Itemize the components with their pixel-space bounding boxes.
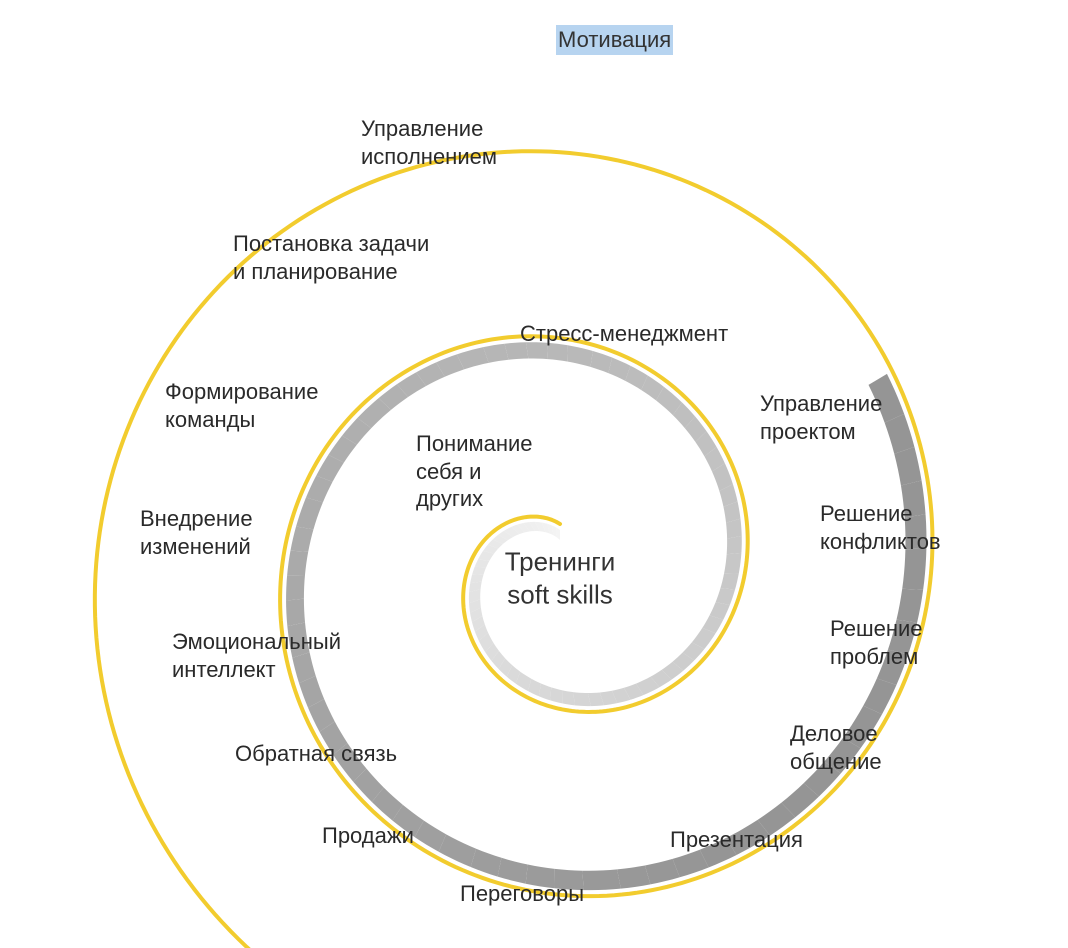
skill-label-stress_mgmt: Стресс-менеджмент [520, 320, 728, 348]
skill-label-emotional_iq: Эмоциональный интеллект [172, 628, 341, 683]
skill-label-feedback: Обратная связь [235, 740, 397, 768]
skill-label-self_others: Понимание себя и других [416, 430, 533, 513]
center-label: Тренинги soft skills [505, 546, 616, 611]
spiral-diagram: Тренинги soft skills Мотивация Управление… [0, 0, 1068, 948]
skill-label-problem_solving: Решение проблем [830, 615, 923, 670]
skill-label-exec_management: Управление исполнением [361, 115, 497, 170]
skill-label-change_impl: Внедрение изменений [140, 505, 253, 560]
skill-label-project_mgmt: Управление проектом [760, 390, 882, 445]
skill-label-presentation: Презентация [670, 826, 803, 854]
skill-label-biz_comm: Деловое общение [790, 720, 882, 775]
skill-label-negotiation: Переговоры [460, 880, 584, 908]
skill-label-task_planning: Постановка задачи и планирование [233, 230, 429, 285]
skill-label-team_formation: Формирование команды [165, 378, 318, 433]
spiral-svg [0, 0, 1068, 948]
skill-label-motivation: Мотивация [556, 25, 673, 55]
skill-label-conflict_res: Решение конфликтов [820, 500, 941, 555]
skill-label-sales: Продажи [322, 822, 414, 850]
